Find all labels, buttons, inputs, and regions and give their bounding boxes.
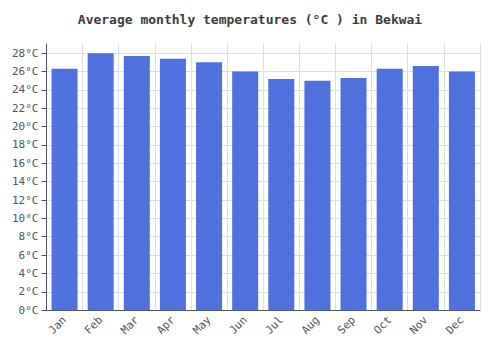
svg-text:14°C: 14°C (12, 175, 39, 188)
svg-text:18°C: 18°C (12, 138, 39, 151)
svg-text:Dec: Dec (443, 314, 466, 337)
svg-text:Nov: Nov (407, 313, 430, 336)
svg-text:2°C: 2°C (19, 285, 39, 298)
svg-text:Jul: Jul (263, 314, 286, 337)
svg-text:6°C: 6°C (19, 249, 39, 262)
svg-text:Average monthly temperatures (: Average monthly temperatures (°C ) in Be… (78, 12, 423, 27)
svg-text:10°C: 10°C (12, 212, 39, 225)
svg-text:4°C: 4°C (19, 267, 39, 280)
svg-text:0°C: 0°C (19, 304, 39, 317)
svg-text:20°C: 20°C (12, 120, 39, 133)
svg-text:Mar: Mar (118, 313, 141, 336)
svg-text:12°C: 12°C (12, 194, 39, 207)
svg-text:24°C: 24°C (12, 83, 39, 96)
svg-text:28°C: 28°C (12, 47, 39, 60)
svg-text:Aug: Aug (299, 314, 322, 337)
svg-text:26°C: 26°C (12, 65, 39, 78)
svg-text:16°C: 16°C (12, 157, 39, 170)
svg-text:May: May (190, 313, 213, 336)
svg-text:Oct: Oct (371, 314, 394, 337)
svg-text:Apr: Apr (154, 313, 177, 336)
svg-text:Jan: Jan (46, 314, 69, 337)
svg-text:Feb: Feb (82, 314, 105, 337)
svg-text:Sep: Sep (335, 314, 358, 337)
svg-text:Jun: Jun (227, 314, 250, 337)
svg-text:8°C: 8°C (19, 230, 39, 243)
svg-text:22°C: 22°C (12, 102, 39, 115)
